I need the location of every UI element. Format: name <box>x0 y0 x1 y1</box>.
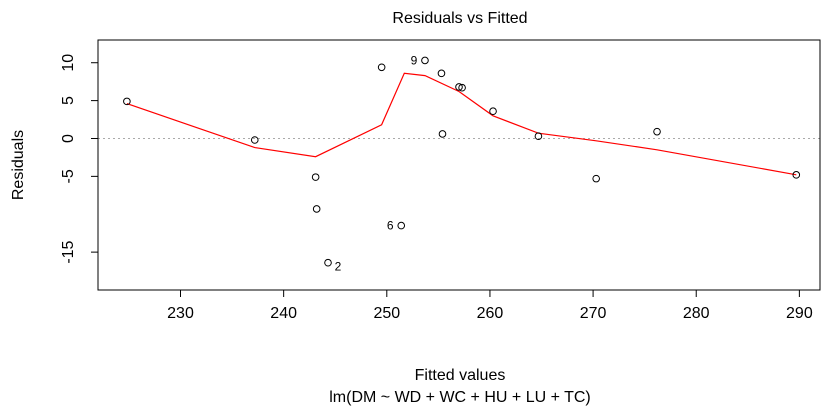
y-tick-label: -15 <box>60 240 77 263</box>
plot-area: 2 6 9 <box>98 53 820 274</box>
x-tick-label: 270 <box>580 305 607 322</box>
x-tick-label: 280 <box>683 305 710 322</box>
point-label: 6 <box>387 219 394 233</box>
data-point <box>534 132 543 141</box>
data-point <box>458 83 466 92</box>
y-tick-label: 5 <box>60 96 77 105</box>
data-point <box>592 174 600 183</box>
y-axis: 10 5 0 -5 -15 <box>60 54 99 264</box>
data-point <box>437 69 446 78</box>
x-tick-label: 240 <box>270 305 297 322</box>
data-point <box>324 258 332 267</box>
chart-subtitle: lm(DM ~ WD + WC + HU + LU + TC) <box>329 389 591 406</box>
data-point <box>653 127 661 136</box>
data-point <box>250 136 259 144</box>
y-tick-label: 0 <box>60 134 77 143</box>
y-axis-label: Residuals <box>10 130 27 200</box>
data-point <box>312 205 321 213</box>
data-point <box>438 130 447 138</box>
x-tick-label: 250 <box>373 305 400 322</box>
data-point <box>311 173 320 181</box>
point-label: 2 <box>335 260 342 274</box>
smooth-line <box>126 72 797 176</box>
x-tick-label: 290 <box>786 305 813 322</box>
data-point <box>421 56 429 65</box>
data-point <box>397 221 406 230</box>
data-point <box>489 107 497 116</box>
x-tick-label: 230 <box>167 305 194 322</box>
y-tick-label: 10 <box>60 54 77 72</box>
data-point <box>123 97 131 106</box>
x-axis-label: Fitted values <box>415 367 506 384</box>
data-point <box>455 83 463 91</box>
data-point <box>377 63 386 72</box>
plot-box <box>97 39 821 291</box>
chart-title: Residuals vs Fitted <box>392 10 527 27</box>
point-label: 9 <box>411 53 418 67</box>
y-tick-label: -5 <box>60 169 77 183</box>
x-axis: 230 240 250 260 270 280 290 <box>167 289 813 322</box>
x-tick-label: 260 <box>477 305 504 322</box>
data-point <box>792 171 801 179</box>
